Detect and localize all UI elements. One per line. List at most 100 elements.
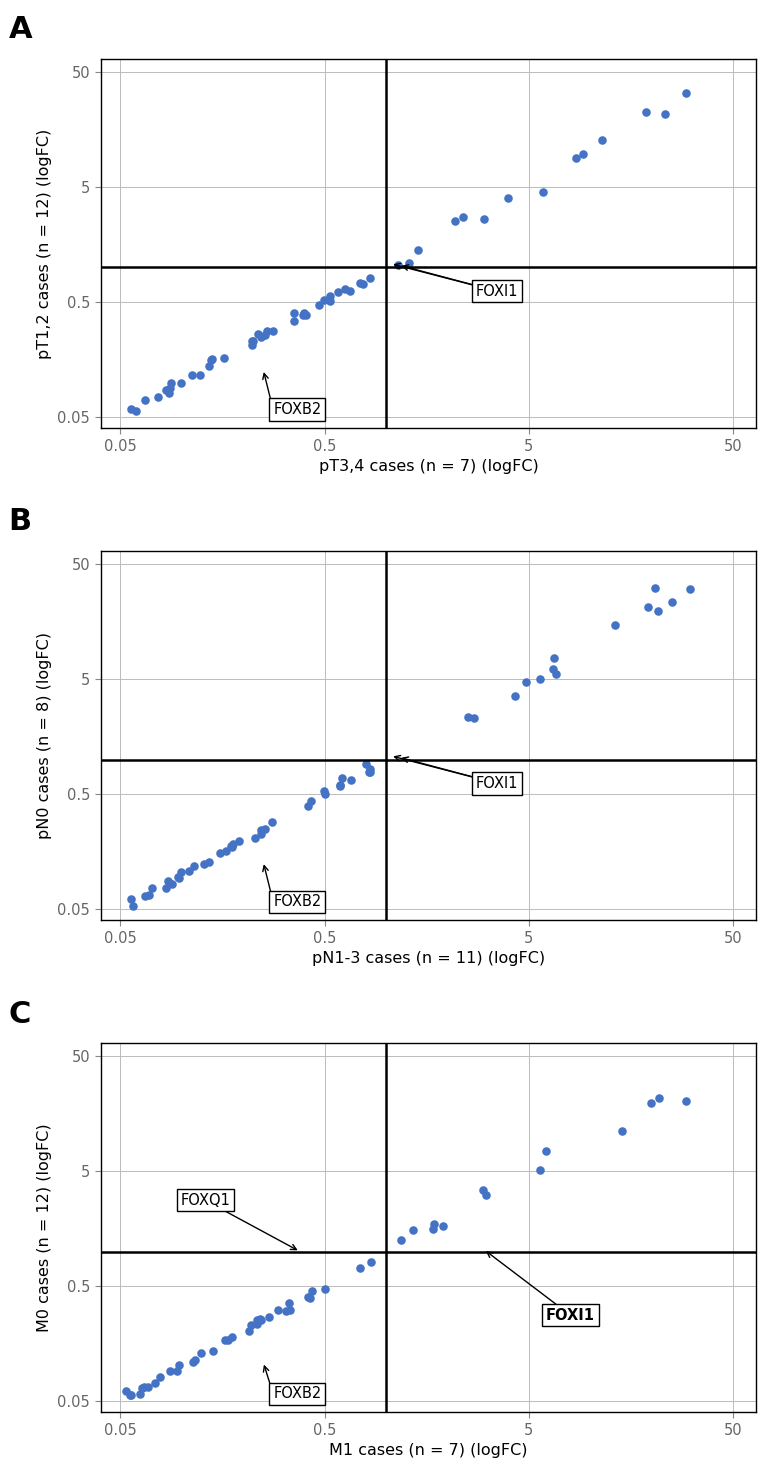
Point [127, 894, 139, 917]
Point [136, 1376, 148, 1400]
Point [246, 333, 258, 357]
Point [251, 1308, 264, 1332]
Point [164, 1358, 176, 1382]
Point [219, 1328, 231, 1351]
Point [222, 1328, 234, 1351]
Point [305, 1279, 318, 1302]
Point [550, 662, 562, 686]
Point [301, 795, 314, 819]
Point [570, 146, 582, 170]
Point [124, 888, 137, 912]
Point [353, 1257, 366, 1280]
Point [427, 1217, 439, 1240]
Point [252, 322, 264, 345]
Text: A: A [9, 15, 32, 44]
Point [164, 376, 176, 400]
Point [261, 320, 274, 344]
Point [339, 277, 352, 301]
Point [189, 1348, 202, 1372]
Point [364, 266, 376, 289]
Point [160, 378, 172, 401]
Point [332, 280, 345, 304]
Point [477, 1179, 489, 1202]
Point [162, 869, 174, 892]
Point [312, 294, 325, 317]
Point [146, 876, 158, 900]
Point [226, 1325, 238, 1348]
Point [534, 667, 547, 690]
Point [194, 1342, 206, 1366]
Point [259, 323, 271, 347]
Point [344, 279, 356, 302]
Point [468, 707, 480, 730]
Point [354, 271, 366, 295]
Point [680, 81, 693, 105]
Text: FOXB2: FOXB2 [273, 894, 322, 909]
Point [171, 1358, 183, 1382]
Point [247, 329, 259, 353]
Text: FOXQ1: FOXQ1 [180, 1193, 230, 1208]
Point [165, 372, 177, 395]
Point [154, 1366, 166, 1389]
Point [207, 1339, 220, 1363]
Point [547, 658, 560, 681]
Point [139, 885, 152, 909]
Point [659, 102, 671, 125]
Point [297, 302, 309, 326]
Point [479, 1183, 492, 1207]
Point [267, 320, 280, 344]
Point [186, 363, 199, 386]
Point [254, 819, 267, 842]
Point [249, 826, 261, 850]
Y-axis label: pT1,2 cases (n = 12) (logFC): pT1,2 cases (n = 12) (logFC) [37, 128, 52, 358]
Point [449, 209, 461, 233]
Point [203, 354, 215, 378]
Point [649, 575, 661, 599]
Point [175, 860, 188, 884]
Point [645, 1092, 657, 1115]
Point [213, 842, 226, 866]
Point [152, 385, 164, 409]
Point [226, 832, 239, 855]
Point [244, 1313, 257, 1336]
Point [288, 310, 300, 333]
Point [188, 854, 200, 878]
Point [233, 829, 245, 853]
Point [121, 1379, 133, 1403]
Point [336, 766, 349, 789]
Point [325, 289, 337, 313]
Point [159, 876, 172, 900]
Point [172, 1354, 185, 1378]
Point [609, 612, 621, 636]
Point [255, 324, 267, 348]
Point [666, 590, 679, 614]
Point [577, 143, 589, 167]
Point [363, 760, 376, 783]
Point [194, 363, 206, 386]
Point [357, 271, 369, 295]
Text: C: C [9, 1000, 31, 1028]
Point [616, 1120, 628, 1143]
Point [502, 186, 514, 209]
Point [142, 1376, 155, 1400]
Point [255, 1308, 267, 1332]
Point [547, 646, 560, 670]
Point [124, 1382, 136, 1406]
Point [534, 1158, 547, 1181]
Point [540, 1139, 552, 1162]
Point [300, 304, 312, 327]
Point [345, 768, 357, 792]
Point [360, 752, 373, 776]
Point [183, 858, 196, 882]
Point [130, 398, 142, 422]
Y-axis label: pN0 cases (n = 8) (logFC): pN0 cases (n = 8) (logFC) [37, 633, 52, 839]
Point [288, 301, 300, 324]
Point [251, 1311, 264, 1335]
Point [206, 347, 219, 370]
X-axis label: pN1-3 cases (n = 11) (logFC): pN1-3 cases (n = 11) (logFC) [312, 951, 545, 966]
Point [225, 835, 237, 858]
Point [138, 1375, 151, 1398]
Point [318, 779, 330, 802]
Point [266, 810, 278, 833]
Y-axis label: M0 cases (n = 12) (logFC): M0 cases (n = 12) (logFC) [37, 1124, 52, 1332]
